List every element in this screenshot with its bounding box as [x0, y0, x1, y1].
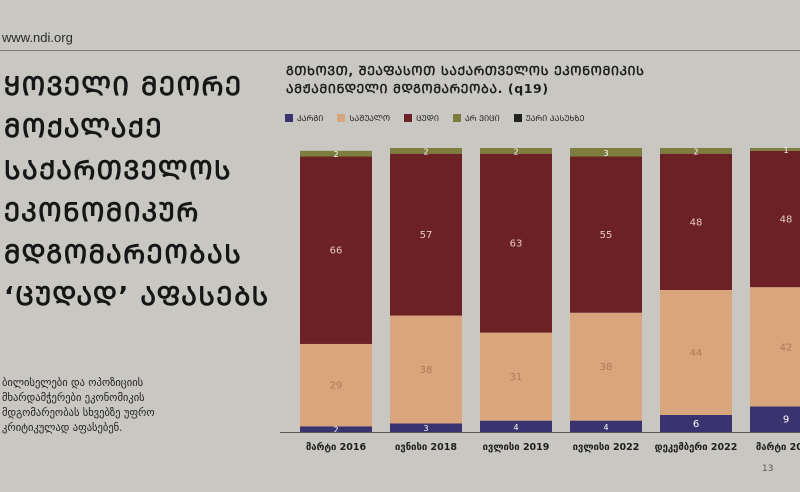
- bar-segment: [750, 406, 800, 432]
- site-url: www.ndi.org: [2, 30, 73, 45]
- legend-label: ᲣᲐᲠᲘ ᲞᲐᲡᲣᲮᲖᲔ: [525, 114, 585, 123]
- legend-item: ᲡᲐᲨᲣᲐᲚᲝ: [337, 113, 390, 124]
- data-label: 38: [600, 362, 613, 373]
- bar-segment: [390, 315, 462, 424]
- bar-segment: [480, 420, 552, 432]
- bar-segment: [480, 332, 552, 421]
- bar-segment: [300, 426, 372, 432]
- legend-label: ᲙᲐᲠᲒᲘ: [297, 114, 324, 123]
- data-label: 38: [420, 365, 433, 376]
- legend-swatch: [513, 114, 522, 122]
- bar-segment: [300, 156, 372, 344]
- x-tick-label: მარტი 2023: [756, 442, 800, 453]
- data-label: 55: [600, 230, 613, 241]
- legend-item: ᲣᲐᲠᲘ ᲞᲐᲡᲣᲮᲖᲔ: [513, 113, 585, 124]
- bar-segment: [570, 156, 642, 313]
- data-label: 2: [333, 426, 338, 435]
- legend-item: ᲐᲠ ᲕᲘᲪᲘ: [452, 113, 500, 124]
- data-label: 2: [693, 147, 698, 156]
- headline-line: ᲧᲝᲕᲔᲚᲘ ᲛᲔᲝᲠᲔ: [4, 72, 243, 102]
- data-label: 66: [330, 246, 343, 257]
- data-label: 3: [603, 149, 608, 158]
- data-label: 42: [780, 342, 793, 353]
- bar-segment: [300, 150, 372, 157]
- bar-segment: [660, 153, 732, 290]
- legend-swatch: [337, 114, 346, 122]
- chart-legend: ᲙᲐᲠᲒᲘ ᲡᲐᲨᲣᲐᲚᲝ ᲪᲣᲓᲘ ᲐᲠ ᲕᲘᲪᲘ ᲣᲐᲠᲘ ᲞᲐᲡᲣᲮᲖᲔ: [285, 113, 599, 127]
- note-line: მდგომარეობას სხვებზე უფრო: [2, 407, 155, 419]
- footnote-text: ბილისელები და ოპოზიციის მხარდამჭერები ეკ…: [2, 376, 212, 436]
- headline-line: ᲛᲝᲥᲐᲚᲐᲥᲔ: [4, 114, 164, 144]
- data-label: 2: [333, 150, 338, 159]
- bar-segment: [570, 312, 642, 421]
- x-tick-label: მარტი 2016: [306, 442, 367, 453]
- bar-segment: [390, 423, 462, 432]
- data-label: 9: [783, 415, 789, 426]
- bar-segment: [390, 153, 462, 316]
- legend-label: ᲪᲣᲓᲘ: [416, 114, 439, 123]
- legend-label: ᲡᲐᲨᲣᲐᲚᲝ: [349, 114, 391, 123]
- headline-line: ᲡᲐᲥᲐᲠᲗᲕᲔᲚᲝᲡ: [4, 156, 233, 186]
- chart-title-line: ᲐᲛᲟᲐᲛᲘᲜᲓᲔᲚᲘ ᲛᲓᲒᲝᲛᲐᲠᲔᲝᲑᲐ. (q19): [286, 81, 549, 96]
- data-label: 44: [690, 348, 703, 359]
- data-label: 2: [423, 147, 428, 156]
- data-label: 6: [693, 419, 699, 430]
- x-tick-label: დეკემბერი 2022: [655, 442, 738, 453]
- data-label: 4: [603, 423, 608, 432]
- bar-segment: [390, 148, 462, 154]
- slide-headline: ᲧᲝᲕᲔᲚᲘ ᲛᲔᲝᲠᲔ ᲛᲝᲥᲐᲚᲐᲥᲔ ᲡᲐᲥᲐᲠᲗᲕᲔᲚᲝᲡ ᲔᲙᲝᲜᲝᲛ…: [4, 66, 270, 318]
- data-label: 2: [513, 147, 518, 156]
- bar-segment: [480, 148, 552, 154]
- page-number: 13: [762, 464, 774, 474]
- legend-swatch: [404, 114, 413, 122]
- x-tick-label: ივნისი 2018: [395, 442, 457, 453]
- data-label: 63: [510, 239, 523, 250]
- data-label: 57: [420, 230, 433, 241]
- legend-swatch: [285, 114, 293, 122]
- legend-label: ᲐᲠ ᲕᲘᲪᲘ: [464, 114, 500, 123]
- bar-segment: [660, 290, 732, 415]
- data-label: 1: [783, 146, 788, 155]
- legend-item: ᲪᲣᲓᲘ: [404, 113, 439, 124]
- chart-title-line: ᲒᲗᲮᲝᲕᲗ, ᲨᲔᲐᲤᲐᲡᲝᲗ ᲡᲐᲥᲐᲠᲗᲕᲔᲚᲝᲡ ᲔᲙᲝᲜᲝᲛᲘᲙᲘᲡ: [286, 63, 645, 78]
- x-tick-label: ივლისი 2022: [573, 442, 640, 453]
- x-tick-label: ივლისი 2019: [483, 442, 550, 453]
- data-label: 48: [780, 215, 793, 226]
- bar-segment: [570, 148, 642, 157]
- headline-line: ᲛᲓᲒᲝᲛᲐᲠᲔᲝᲑᲐᲡ: [4, 240, 243, 270]
- note-line: ბილისელები და ოპოზიციის: [2, 377, 144, 389]
- bar-segment: [750, 150, 800, 288]
- bar-segment: [480, 153, 552, 333]
- legend-item: ᲙᲐᲠᲒᲘ: [285, 113, 323, 124]
- data-label: 29: [330, 381, 343, 392]
- bar-segment: [660, 414, 732, 432]
- chart-title: ᲒᲗᲮᲝᲕᲗ, ᲨᲔᲐᲤᲐᲡᲝᲗ ᲡᲐᲥᲐᲠᲗᲕᲔᲚᲝᲡ ᲔᲙᲝᲜᲝᲛᲘᲙᲘᲡ …: [286, 62, 766, 98]
- header-divider: [0, 50, 800, 51]
- data-label: 4: [513, 423, 518, 432]
- bar-segment: [660, 148, 732, 154]
- headline-line: ‘ᲪᲣᲓᲐᲓ’ ᲐᲤᲐᲡᲔᲑᲡ: [4, 282, 270, 312]
- data-label: 48: [690, 217, 703, 228]
- data-label: 31: [510, 372, 523, 383]
- legend-swatch: [452, 114, 461, 122]
- bar-segment: [570, 420, 642, 432]
- bar-segment: [750, 148, 800, 151]
- note-line: მხარდამჭერები ეკონომიკის: [2, 392, 145, 404]
- headline-line: ᲔᲙᲝᲜᲝᲛᲘᲙᲣᲠ: [4, 198, 200, 228]
- note-line: კრიტიკულად აფასებენ.: [2, 422, 123, 434]
- bar-segment: [300, 343, 372, 427]
- data-label: 3: [423, 424, 428, 433]
- bar-segment: [750, 287, 800, 407]
